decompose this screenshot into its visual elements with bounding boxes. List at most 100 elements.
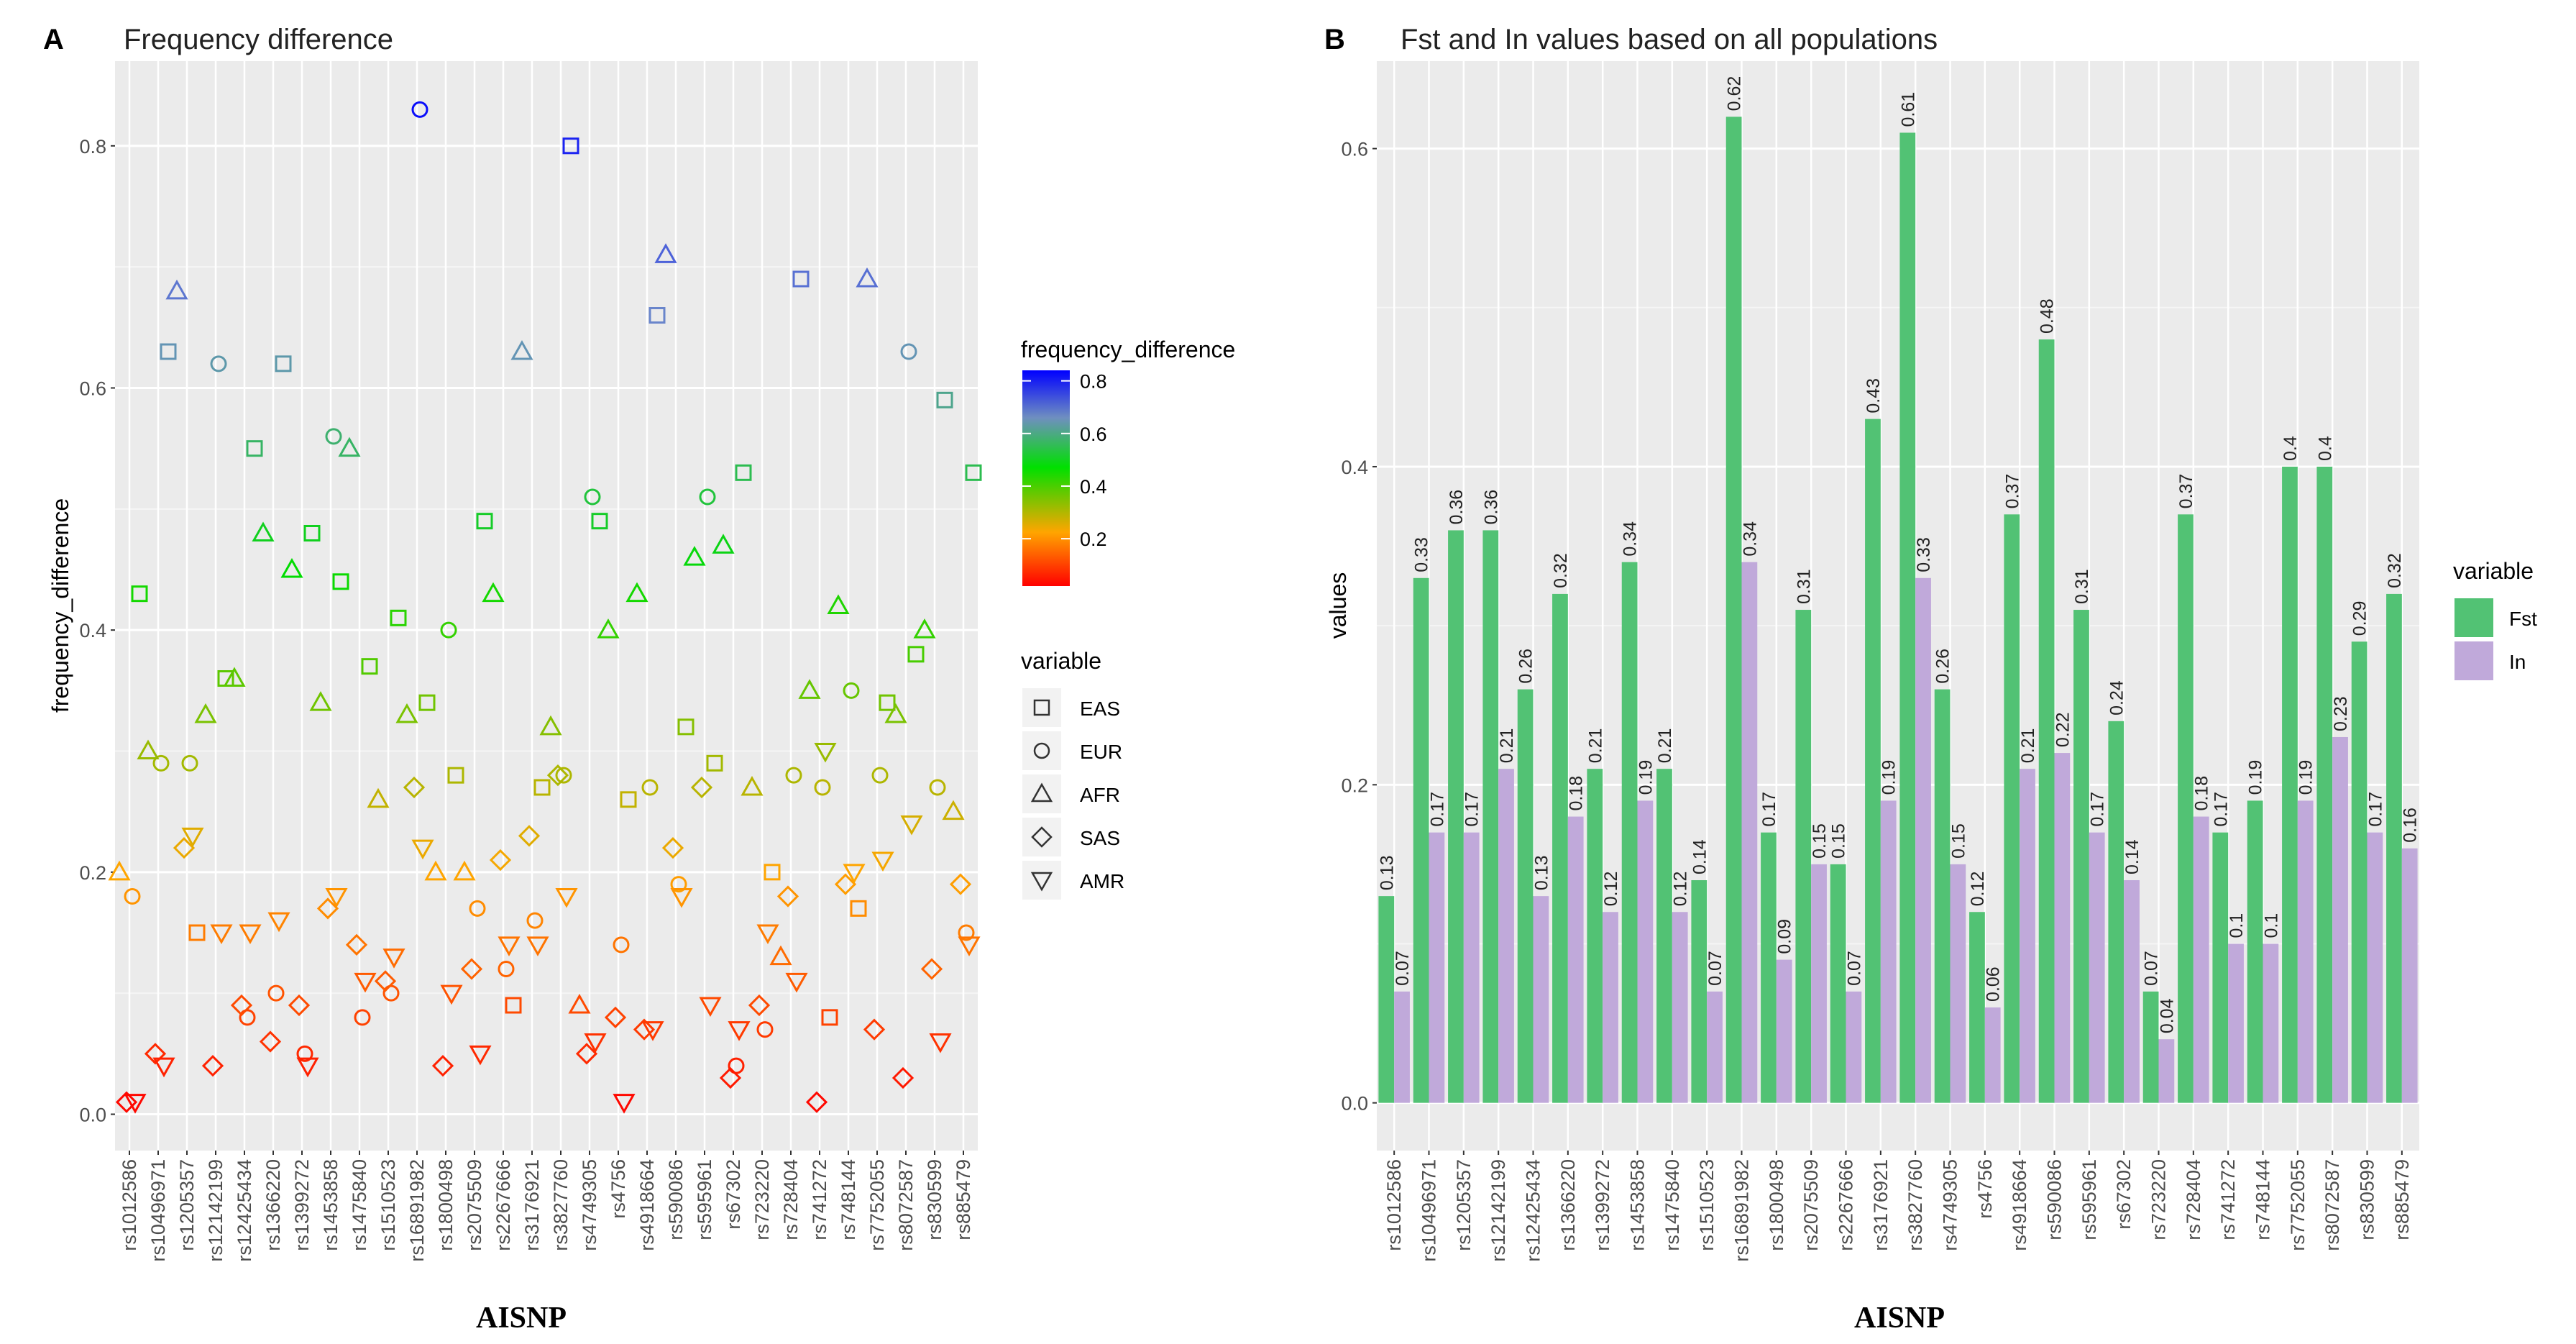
- panel-b-y-axis: 0.0 0.2 0.4 0.6: [1341, 139, 1377, 1115]
- x-tick-label: rs67302: [723, 1159, 744, 1230]
- x-tick-label: rs10496971: [1418, 1159, 1440, 1262]
- x-tick-label: rs885479: [2391, 1159, 2413, 1240]
- point-sas: [748, 994, 771, 1017]
- x-tick-label: rs1205357: [1453, 1159, 1475, 1251]
- legend-label-fst: Fst: [2509, 608, 2537, 630]
- bar-value-label: 0.24: [2107, 680, 2127, 716]
- bar-fst: [1552, 593, 1568, 1103]
- bar-value-label: 0.17: [2088, 792, 2108, 827]
- point-eur: [900, 343, 917, 360]
- point-amr: [440, 984, 463, 1005]
- panel-a-color-legend: frequency_difference 0.2 0.4 0.6 0.8: [1021, 337, 1235, 586]
- bar-in: [1811, 864, 1827, 1103]
- bar-in: [1707, 991, 1723, 1103]
- point-afr: [654, 243, 677, 263]
- point-sas: [690, 776, 713, 799]
- bar-value-label: 0.26: [1516, 649, 1536, 684]
- point-eas: [418, 694, 436, 711]
- point-sas: [863, 1018, 886, 1041]
- point-afr: [424, 860, 447, 881]
- bar-value-label: 0.06: [1984, 966, 2004, 1002]
- bar-fst: [1761, 832, 1777, 1103]
- bar-value-label: 0.17: [1759, 792, 1779, 827]
- bar-value-label: 0.16: [2401, 808, 2421, 843]
- bar-in: [2124, 880, 2140, 1103]
- bar-in: [2228, 943, 2244, 1103]
- bar-value-label: 0.07: [2142, 951, 2162, 986]
- bar-fst: [2178, 514, 2194, 1103]
- point-afr: [137, 739, 160, 759]
- bar-in: [2193, 816, 2209, 1103]
- point-amr: [756, 924, 779, 945]
- x-tick-label: rs1205357: [176, 1159, 198, 1251]
- bar-value-label: 0.4: [2315, 436, 2335, 461]
- legend-key-bg: [1022, 688, 1061, 727]
- x-tick-label: rs16891982: [406, 1159, 428, 1262]
- point-afr: [798, 679, 821, 699]
- point-afr: [942, 800, 965, 820]
- panel-b-plot-background: [1377, 61, 2419, 1151]
- x-tick-label: rs3827760: [1905, 1159, 1926, 1251]
- x-tick-label: rs2075509: [1800, 1159, 1822, 1251]
- bar-value-label: 0.22: [2053, 712, 2073, 747]
- x-tick-label: rs1012586: [1383, 1159, 1405, 1251]
- point-amr: [785, 972, 808, 993]
- legend-key-fst: [2454, 598, 2493, 637]
- x-tick-label: rs8072587: [2321, 1159, 2343, 1251]
- point-eur: [699, 488, 716, 506]
- point-eur: [785, 767, 802, 784]
- y-tick-label: 0.0: [1341, 1093, 1368, 1115]
- y-tick-label: 0.8: [79, 136, 106, 157]
- point-eas: [447, 767, 464, 784]
- shape-legend-title: variable: [1021, 648, 1101, 674]
- bar-fst: [1725, 116, 1742, 1103]
- x-tick-label: rs728404: [2183, 1159, 2204, 1240]
- bar-in: [2367, 832, 2383, 1103]
- bar-in: [1533, 896, 1549, 1103]
- legend-label-sas: SAS: [1080, 827, 1120, 849]
- bar-in: [2332, 736, 2348, 1103]
- point-afr: [568, 993, 591, 1014]
- point-eur: [584, 488, 601, 506]
- bar-value-label: 0.29: [2350, 601, 2370, 636]
- point-sas: [891, 1066, 915, 1089]
- point-sas: [719, 1066, 742, 1089]
- point-amr: [814, 743, 837, 763]
- bar-value-label: 0.21: [1497, 728, 1517, 764]
- point-afr: [856, 267, 879, 288]
- bar-fst: [1934, 689, 1951, 1103]
- x-tick-label: rs728404: [780, 1159, 802, 1240]
- bar-value-label: 0.21: [1585, 728, 1605, 764]
- point-afr: [338, 436, 361, 457]
- panel-a-shape-legend: variable EAS EUR AFR SAS AMR: [1021, 648, 1124, 900]
- y-tick-label: 0.4: [79, 620, 106, 641]
- point-sas: [345, 933, 368, 956]
- x-tick-label: rs4918664: [2009, 1159, 2030, 1251]
- point-eas: [303, 525, 321, 541]
- x-tick-label: rs12425434: [1523, 1159, 1544, 1262]
- bar-in: [1498, 769, 1514, 1103]
- panel-b-title: Fst and In values based on all populatio…: [1401, 24, 1938, 55]
- bar-value-label: 0.12: [1671, 872, 1691, 907]
- bar-value-label: 0.13: [1377, 855, 1397, 890]
- bar-fst: [2247, 800, 2263, 1103]
- legend-key-eur: [1033, 742, 1050, 759]
- bar-value-label: 0.18: [1567, 776, 1587, 811]
- point-eur: [526, 912, 544, 929]
- panel-b-x-axis: rs1012586 rs10496971 rs1205357 rs12142199 rs…: [1383, 1151, 2413, 1262]
- x-tick-label: rs1366220: [1557, 1159, 1579, 1251]
- panel-a-title: Frequency difference: [124, 24, 393, 55]
- bar-value-label: 0.61: [1898, 92, 1918, 127]
- point-sas: [604, 1006, 627, 1028]
- point-eas: [907, 646, 925, 663]
- point-amr: [699, 997, 722, 1018]
- color-legend-title: frequency_difference: [1021, 337, 1235, 362]
- legend-label-amr: AMR: [1080, 870, 1124, 892]
- point-afr: [913, 618, 936, 639]
- point-sas: [949, 873, 972, 895]
- bar-fst: [2004, 514, 2020, 1103]
- bar-in: [2020, 769, 2035, 1103]
- x-tick-label: rs7752055: [866, 1159, 888, 1251]
- bar-in: [1950, 864, 1966, 1103]
- point-eur: [440, 621, 457, 639]
